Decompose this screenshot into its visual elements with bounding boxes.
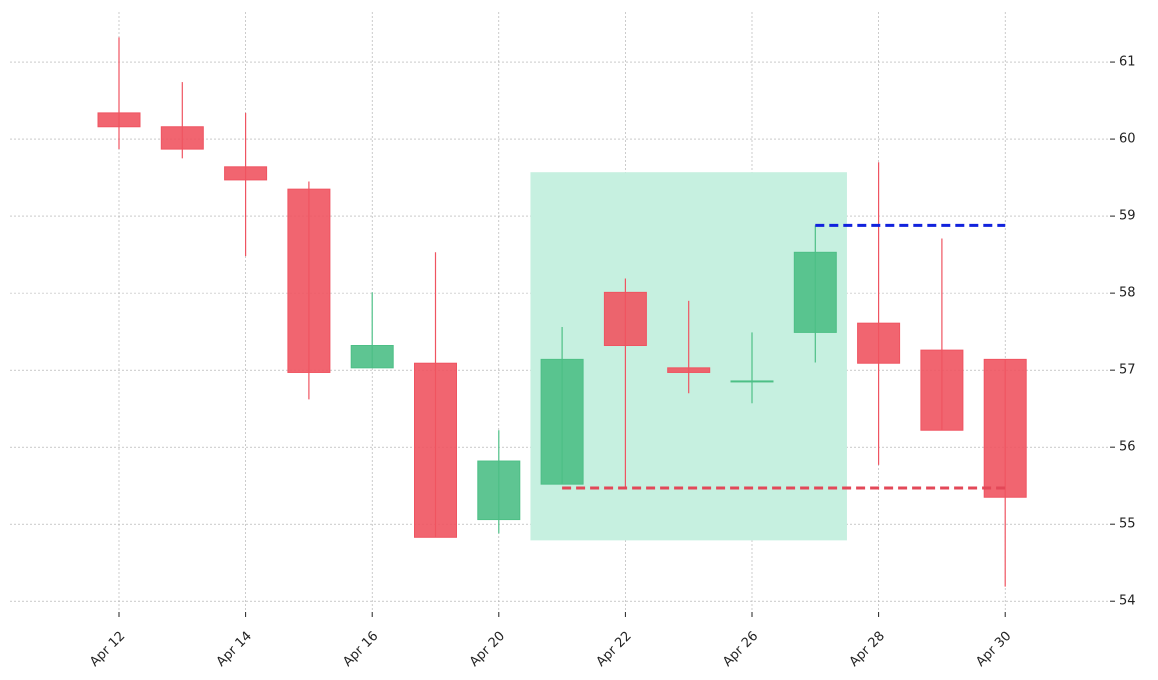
- x-tick-label: Apr 22: [594, 629, 635, 670]
- x-tick-label: Apr 12: [87, 629, 128, 670]
- y-tick-label: 59: [1119, 209, 1136, 224]
- y-tick-label: 61: [1119, 55, 1136, 70]
- candle-body: [603, 291, 647, 347]
- y-tick-label: 60: [1119, 132, 1136, 147]
- x-tick-label: Apr 30: [973, 629, 1014, 670]
- candle-body: [97, 112, 141, 128]
- candle-body: [793, 251, 837, 333]
- candle-body: [857, 322, 901, 364]
- x-tick-label: Apr 16: [340, 629, 381, 670]
- y-tick-label: 55: [1119, 517, 1136, 532]
- candle-body: [224, 166, 268, 181]
- x-tick-label: Apr 14: [214, 629, 255, 670]
- y-tick-label: 54: [1119, 594, 1136, 609]
- y-tick-label: 58: [1119, 286, 1136, 301]
- candle-body: [477, 460, 521, 521]
- candle-body: [160, 126, 204, 150]
- candle-body: [667, 367, 711, 373]
- y-tick-label: 56: [1119, 440, 1136, 455]
- y-tick-label: 57: [1119, 363, 1136, 378]
- x-tick-label: Apr 20: [467, 629, 508, 670]
- candle-body: [983, 358, 1027, 498]
- candle-body: [920, 349, 964, 431]
- candle-body: [540, 358, 584, 485]
- candle-body: [350, 345, 394, 369]
- x-tick-label: Apr 26: [720, 629, 761, 670]
- x-tick-label: Apr 28: [847, 629, 888, 670]
- candle-body: [287, 188, 331, 373]
- candle-body: [414, 362, 457, 538]
- candle-body: [730, 380, 774, 383]
